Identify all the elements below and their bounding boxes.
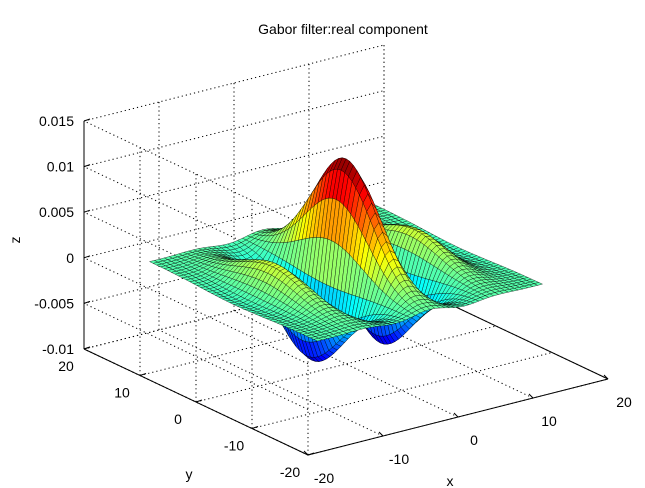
x-axis-label: x	[447, 473, 454, 488]
tick-labels: -20-1001020-20-1001020-0.01-0.00500.0050…	[34, 113, 632, 486]
z-tick-label: 0.015	[39, 113, 74, 129]
z-tick-mark	[83, 118, 91, 122]
z-tick-mark	[83, 346, 91, 350]
z-axis-label: z	[7, 237, 23, 244]
x-tick-label: 10	[541, 413, 557, 429]
grid-line	[83, 181, 385, 259]
grid-line	[139, 299, 441, 376]
grid-line	[195, 325, 497, 403]
grid-line	[233, 310, 459, 418]
grid-line	[83, 90, 385, 168]
x-tick-label: 20	[616, 394, 632, 410]
z-tick-label: 0.005	[39, 204, 74, 220]
grid-line	[251, 352, 553, 429]
z-tick-mark	[83, 300, 91, 304]
surface-patch	[313, 338, 323, 342]
grid-line	[83, 226, 385, 304]
z-tick-label: -0.005	[34, 295, 74, 311]
y-tick-label: 20	[58, 358, 74, 374]
x-tick-mark	[303, 450, 309, 456]
y-tick-mark	[251, 426, 259, 429]
z-tick-label: 0	[66, 250, 74, 266]
y-tick-mark	[139, 373, 147, 376]
chart-title: Gabor filter:real component	[258, 21, 428, 37]
grid-line	[83, 302, 309, 410]
surface-mesh	[148, 157, 544, 362]
grid-line	[83, 135, 385, 213]
x-tick-mark	[378, 431, 384, 437]
x-tick-mark	[453, 412, 459, 418]
x-tick-label: -10	[389, 451, 409, 467]
z-tick-label: -0.01	[42, 341, 74, 357]
grid-line	[83, 166, 309, 274]
y-tick-label: -10	[224, 438, 244, 454]
x-tick-mark	[528, 393, 534, 399]
grid-line	[83, 120, 309, 228]
x-tick-mark	[603, 374, 609, 380]
y-tick-mark	[195, 399, 203, 403]
grid-line	[83, 211, 309, 319]
x-tick-label: 0	[470, 432, 478, 448]
y-axis-label: y	[186, 466, 193, 482]
y-tick-label: 10	[114, 385, 130, 401]
z-tick-label: 0.01	[47, 159, 74, 175]
z-tick-mark	[83, 209, 91, 213]
grid-line	[83, 257, 309, 365]
y-tick-label: 0	[174, 411, 182, 427]
x-tick-label: -20	[314, 470, 334, 486]
grid-line	[83, 272, 385, 350]
grid-line	[83, 44, 385, 122]
z-tick-mark	[83, 164, 91, 168]
y-tick-mark	[307, 452, 315, 456]
y-tick-label: -20	[280, 464, 300, 480]
z-tick-mark	[83, 255, 91, 259]
grid-line	[158, 329, 384, 437]
